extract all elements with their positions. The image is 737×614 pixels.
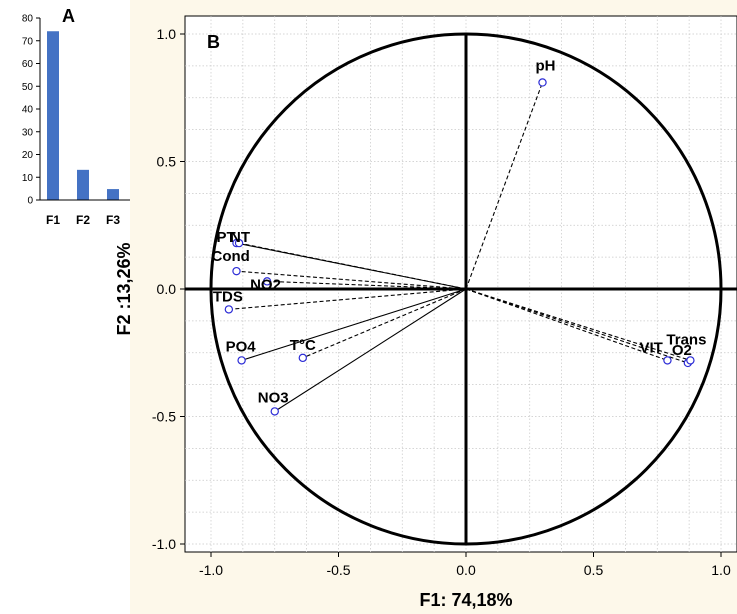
panel-a-bars — [47, 31, 119, 201]
label-tds: TDS — [213, 288, 243, 305]
vector-tds — [228, 288, 467, 310]
panel-b-label: B — [207, 32, 220, 52]
vector-vit — [465, 288, 668, 361]
bar-f3 — [107, 189, 119, 200]
panel-a-label: A — [62, 6, 75, 26]
label-tc: T°C — [290, 337, 316, 354]
panel-a-y-tick-label: 30 — [22, 127, 34, 138]
x-axis-title: F1: 74,18% — [419, 590, 512, 610]
label-o2: O2 — [672, 342, 692, 359]
y-tick-label: -1.0 — [152, 536, 176, 552]
x-tick-label: 0.0 — [456, 562, 476, 578]
y-tick-label: 0.5 — [157, 154, 177, 170]
point-ph — [538, 78, 547, 87]
point-no2 — [262, 277, 272, 286]
vector-trans — [465, 288, 691, 361]
x-tick-label: 1.0 — [711, 562, 731, 578]
point-no3 — [270, 407, 279, 416]
vector-po4 — [241, 288, 467, 361]
panel-b-grid — [185, 16, 737, 552]
bar-f1 — [47, 31, 59, 201]
panel-a-y-tick-label: 20 — [22, 150, 34, 161]
point-cond — [232, 266, 241, 276]
point-po4 — [237, 356, 246, 365]
panel-a-y-tick-label: 0 — [27, 196, 33, 207]
x-tick-label: -1.0 — [199, 562, 223, 578]
panel-a-y-tick-label: 60 — [22, 59, 34, 70]
label-cond: Cond — [212, 248, 250, 265]
variable-vectors — [228, 82, 691, 412]
y-tick-label: -0.5 — [152, 409, 176, 425]
panel-a-y-ticks: 0 10 20 30 40 50 60 70 80 — [22, 14, 40, 207]
panel-a-y-tick-label: 80 — [22, 14, 34, 25]
point-nt — [234, 238, 244, 248]
label-ph: pH — [536, 57, 556, 74]
y-tick-label: 1.0 — [157, 26, 177, 42]
variable-points — [224, 78, 695, 416]
panel-a-y-tick-label: 50 — [22, 82, 34, 93]
x-tick-label: 0.5 — [584, 562, 604, 578]
point-tc — [298, 353, 307, 363]
panel-b-y-ticks: -1.0 -0.5 0.0 0.5 1.0 — [152, 26, 185, 552]
label-no3: NO3 — [258, 389, 289, 406]
vector-no2 — [267, 280, 467, 290]
point-vit — [663, 356, 672, 365]
panel-a-bar-chart: A 0 10 20 30 40 50 60 70 80 F1 F2 F3 — [22, 6, 130, 227]
panel-a-x-ticks: F1 F2 F3 — [46, 213, 120, 227]
panel-a-y-tick-label: 70 — [22, 36, 34, 47]
point-trans — [686, 356, 695, 365]
label-po4: PO4 — [226, 338, 257, 355]
label-trans: Trans — [666, 331, 706, 348]
panel-a-x-tick-label: F1 — [46, 213, 60, 227]
panel-a-x-tick-label: F2 — [76, 213, 90, 227]
vector-cond — [236, 270, 467, 290]
label-pt: PT — [217, 229, 236, 246]
panel-a-y-tick-label: 10 — [22, 173, 34, 184]
label-nt: NT — [230, 229, 250, 246]
point-tds — [224, 305, 234, 314]
label-no2: NO2 — [250, 276, 281, 293]
panel-b-x-ticks: -1.0 -0.5 0.0 0.5 1.0 — [199, 552, 731, 578]
label-vit: VIT — [639, 339, 662, 356]
bar-f2 — [77, 169, 89, 200]
vector-tc — [302, 288, 467, 359]
panel-a-x-tick-label: F3 — [106, 213, 120, 227]
panel-a-y-tick-label: 40 — [22, 105, 34, 116]
vector-ph — [465, 82, 544, 290]
y-tick-label: 0.0 — [157, 281, 177, 297]
y-axis-title: F2 :13,26% — [114, 242, 134, 335]
x-tick-label: -0.5 — [326, 562, 350, 578]
vector-no3 — [274, 288, 467, 412]
